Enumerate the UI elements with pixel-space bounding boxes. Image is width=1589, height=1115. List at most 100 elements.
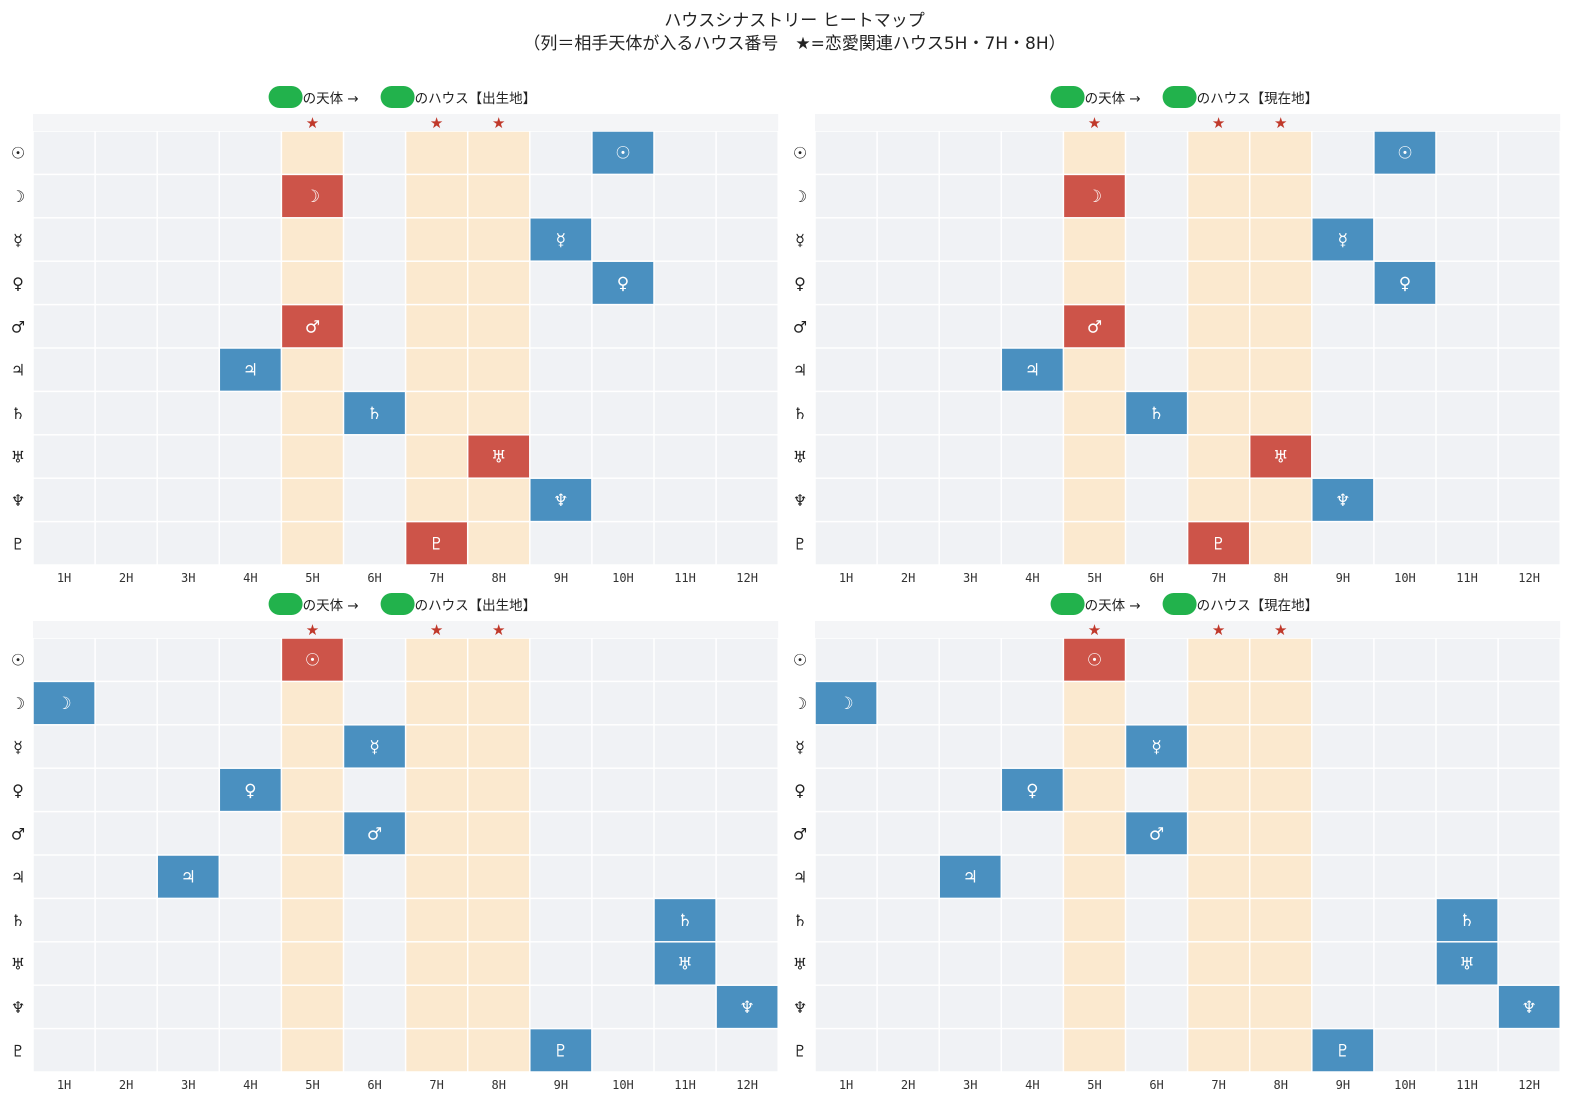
heatmap-cell	[1312, 392, 1374, 435]
heatmap-cell	[157, 392, 219, 435]
panel-title-part2: のハウス【現在地】	[1197, 91, 1319, 107]
heatmap-cell	[1374, 435, 1436, 478]
heatmap-cell	[1374, 942, 1436, 985]
romantic-house-star: ★	[492, 114, 505, 132]
romantic-house-star: ★	[306, 114, 319, 132]
heatmap-cell	[282, 392, 343, 435]
heatmap-cell	[282, 522, 343, 565]
heatmap-cell-filled	[1312, 478, 1374, 521]
heatmap-cell	[1002, 478, 1063, 521]
heatmap-cell-filled	[1126, 725, 1187, 768]
heatmap-cell	[939, 638, 1001, 681]
heatmap-cell	[406, 638, 467, 681]
heatmap-cell	[815, 855, 877, 898]
column-label-house: 9H	[554, 1078, 568, 1092]
heatmap-cell	[592, 435, 654, 478]
heatmap-cell	[530, 812, 592, 855]
romantic-house-star: ★	[430, 114, 443, 132]
cell-planet-label: ♅	[1459, 955, 1474, 975]
heatmap-cell	[95, 985, 157, 1028]
row-label-planet: ♄	[793, 911, 807, 930]
heatmap-cell-filled	[1064, 305, 1125, 348]
heatmap-cell	[95, 261, 157, 304]
heatmap-cell-filled	[530, 1029, 592, 1072]
row-label-planet: ♅	[793, 955, 807, 974]
column-label-house: 12H	[736, 1078, 758, 1092]
redacted-name-mask	[268, 593, 303, 615]
romantic-house-star: ★	[1088, 114, 1101, 132]
heatmap-cell	[1374, 638, 1436, 681]
heatmap-cell	[1002, 985, 1063, 1028]
heatmap-cell	[716, 1029, 778, 1072]
romantic-house-star: ★	[1212, 114, 1225, 132]
heatmap-cell	[1498, 682, 1560, 725]
heatmap-cell-filled	[1002, 348, 1063, 391]
row-label-planet: ♄	[11, 911, 25, 930]
redacted-name-mask	[380, 86, 415, 108]
star-strip	[815, 114, 1561, 131]
column-label-house: 6H	[1149, 571, 1163, 585]
heatmap-cell	[592, 985, 654, 1028]
redacted-name-mask	[1050, 86, 1085, 108]
row-label-planet: ♀	[794, 274, 806, 293]
heatmap-cell	[939, 985, 1001, 1028]
heatmap-cell-filled	[815, 682, 877, 725]
heatmap-cell	[468, 131, 530, 174]
heatmap-cell	[592, 812, 654, 855]
cell-planet-label: ☉	[1397, 144, 1412, 164]
redacted-name-mask	[1162, 593, 1197, 615]
row-label-planet: ♃	[11, 361, 25, 380]
row-label-planet: ☿	[13, 231, 23, 250]
cell-planet-label: ♄	[367, 404, 382, 424]
row-label-planet: ☿	[795, 738, 805, 757]
row-label-planet: ♆	[793, 998, 807, 1017]
row-label-planet: ♇	[793, 534, 807, 553]
romantic-house-star: ★	[1274, 114, 1287, 132]
heatmap-cell	[1436, 1029, 1498, 1072]
heatmap-cell	[1250, 305, 1312, 348]
heatmap-cell-filled	[1498, 985, 1560, 1028]
cell-planet-label: ☿	[369, 738, 379, 758]
heatmap-cell	[1312, 131, 1374, 174]
heatmap-cell	[1250, 218, 1312, 261]
row-label-planet: ☿	[13, 738, 23, 757]
heatmap-cell	[33, 855, 95, 898]
heatmap-cell	[220, 435, 281, 478]
column-label-house: 3H	[963, 1078, 977, 1092]
heatmap-cell	[157, 985, 219, 1028]
heatmap-cell	[877, 218, 939, 261]
column-label-house: 8H	[1274, 1078, 1288, 1092]
heatmap-cell	[1064, 218, 1125, 261]
heatmap-cell	[592, 855, 654, 898]
heatmap-cell	[33, 942, 95, 985]
heatmap-cell	[1188, 478, 1249, 521]
heatmap-cell	[1002, 305, 1063, 348]
heatmap-cell	[1188, 899, 1249, 942]
heatmap-cell	[406, 1029, 467, 1072]
cell-planet-label: ☽	[838, 694, 853, 714]
column-label-house: 12H	[1518, 571, 1540, 585]
heatmap-cell	[1250, 899, 1312, 942]
heatmap-cell	[716, 522, 778, 565]
cell-planet-label: ♄	[677, 911, 692, 931]
heatmap-cell-filled	[1064, 175, 1125, 218]
column-label-house: 7H	[429, 1078, 443, 1092]
heatmap-cell	[1250, 855, 1312, 898]
heatmap-cell	[282, 985, 343, 1028]
row-label-planet: ♂	[793, 317, 807, 336]
heatmap-cell-filled	[530, 478, 592, 521]
column-label-house: 1H	[57, 571, 71, 585]
heatmap-cell	[1002, 218, 1063, 261]
cell-planet-label: ♅	[677, 955, 692, 975]
heatmap-cell	[1498, 899, 1560, 942]
heatmap-cell	[1374, 478, 1436, 521]
heatmap-cell	[1188, 985, 1249, 1028]
heatmap-cell	[406, 725, 467, 768]
panel-title: の天体 → のハウス【出生地】	[268, 86, 536, 108]
heatmap-cell	[33, 522, 95, 565]
heatmap-cell	[1374, 392, 1436, 435]
heatmap-cell	[1126, 131, 1187, 174]
heatmap-cell	[1374, 218, 1436, 261]
row-label-planet: ♃	[793, 868, 807, 887]
heatmap-cell	[1188, 1029, 1249, 1072]
